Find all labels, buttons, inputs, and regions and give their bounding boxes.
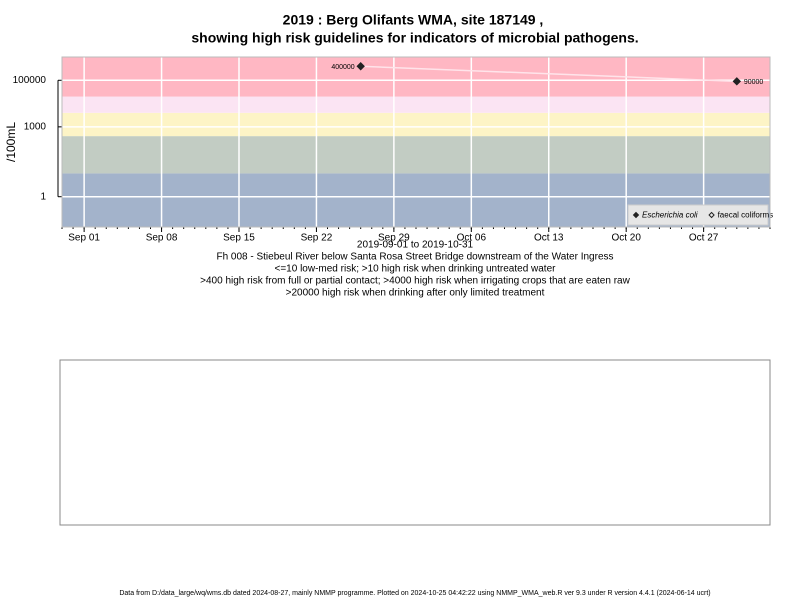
- x-tick-label: Oct 13: [534, 233, 564, 244]
- risk-band: [62, 96, 770, 113]
- chart-title: showing high risk guidelines for indicat…: [191, 30, 638, 46]
- y-tick-label: 1000: [24, 121, 47, 132]
- subtitle: >400 high risk from full or partial cont…: [200, 276, 630, 287]
- legend-label: Escherichia coli: [642, 211, 698, 220]
- legend-box: [627, 204, 769, 226]
- x-tick-label: Sep 15: [223, 233, 255, 244]
- risk-band: [62, 112, 770, 137]
- x-tick-label: Sep 22: [301, 233, 333, 244]
- footer: Data from D:/data_large/wq/wms.db dated …: [119, 590, 710, 597]
- subtitle: 2019-09-01 to 2019-10-31: [357, 240, 474, 251]
- legend-marker: [632, 211, 640, 219]
- x-tick-label: Oct 27: [689, 233, 719, 244]
- risk-band: [62, 57, 770, 97]
- y-axis-label: /100mL: [4, 122, 18, 162]
- y-tick-label: 100000: [13, 75, 47, 86]
- legend-label: faecal coliforms: [718, 211, 774, 220]
- chart-title: 2019 : Berg Olifants WMA, site 187149 ,: [283, 12, 544, 28]
- x-tick-label: Sep 29: [378, 233, 410, 244]
- subtitle: Fh 008 - Stiebeul River below Santa Rosa…: [216, 252, 613, 263]
- data-label: 90000: [744, 79, 764, 86]
- subtitle: <=10 low-med risk; >10 high risk when dr…: [275, 264, 557, 275]
- series-line: [360, 65, 737, 83]
- y-tick-label: 1: [40, 191, 46, 202]
- data-point: [732, 77, 742, 86]
- data-point: [356, 62, 365, 71]
- empty-panel: [59, 359, 771, 526]
- legend-marker: [708, 211, 715, 219]
- x-tick-label: Sep 08: [146, 233, 178, 244]
- data-label: 400000: [331, 64, 354, 71]
- x-tick-label: Oct 20: [611, 233, 641, 244]
- plot-frame: [61, 56, 771, 228]
- subtitle: >20000 high risk when drinking after onl…: [286, 288, 545, 299]
- x-tick-label: Oct 06: [457, 233, 487, 244]
- x-tick-label: Sep 01: [68, 233, 100, 244]
- risk-band: [62, 136, 770, 174]
